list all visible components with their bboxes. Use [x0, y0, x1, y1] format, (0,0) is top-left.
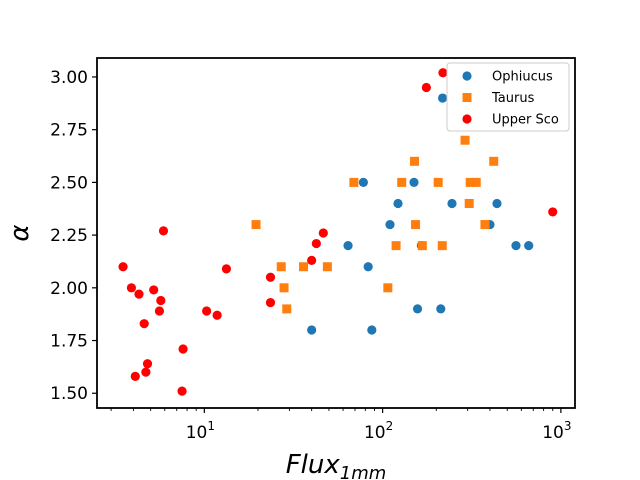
y-tick-label: 1.50	[50, 384, 88, 404]
data-point-taurus	[433, 177, 443, 187]
data-point-ophiucus	[492, 198, 502, 209]
y-tick-label: 2.00	[50, 279, 88, 299]
data-point-ophiucus	[447, 198, 457, 209]
data-point-ophiucus	[343, 241, 353, 251]
data-point-ophiucus	[437, 93, 448, 103]
data-point-upper-sco	[158, 226, 169, 236]
data-point-taurus	[251, 220, 261, 230]
data-point-upper-sco	[154, 306, 165, 316]
data-point-taurus	[480, 220, 490, 230]
data-point-taurus	[464, 198, 474, 208]
y-tick-label: 2.50	[50, 173, 88, 193]
data-point-ophiucus	[511, 241, 521, 251]
data-point-taurus	[397, 177, 407, 187]
data-point-upper-sco	[548, 207, 558, 217]
data-point-taurus	[322, 262, 332, 272]
data-point-upper-sco	[156, 295, 166, 306]
data-point-ophiucus	[363, 262, 373, 272]
data-point-taurus	[411, 220, 421, 230]
y-axis-ticks: 1.50 1.75 2.00 2.25 2.50 2.75 3.00	[50, 68, 97, 404]
x-axis-ticks: 101 102 103	[110, 408, 572, 443]
data-point-taurus	[299, 262, 309, 272]
legend-marker-upper-sco	[462, 114, 472, 124]
x-axis-title-subscript: 1mm	[340, 463, 387, 480]
data-point-taurus	[282, 304, 292, 314]
data-point-upper-sco	[177, 386, 187, 396]
legend-marker-taurus	[462, 93, 472, 102]
data-point-upper-sco	[265, 297, 276, 308]
data-point-upper-sco	[149, 285, 159, 295]
legend-label-ophiucus: Ophiucus	[492, 70, 553, 85]
data-point-upper-sco	[126, 283, 137, 293]
data-point-taurus	[460, 135, 470, 145]
legend-frame	[446, 62, 570, 132]
data-point-upper-sco	[141, 367, 151, 377]
data-point-upper-sco	[421, 82, 431, 93]
data-point-taurus	[410, 156, 420, 166]
data-point-upper-sco	[178, 344, 188, 354]
x-tick-label: 101	[186, 419, 215, 443]
data-point-upper-sco	[130, 371, 140, 381]
data-point-ophiucus	[436, 304, 446, 314]
x-axis-title: Flux1mm	[286, 450, 387, 480]
y-tick-label: 1.75	[50, 332, 88, 352]
data-points	[118, 68, 558, 396]
data-point-ophiucus	[358, 177, 368, 187]
plot-frame	[96, 57, 576, 409]
x-tick-label: 102	[364, 419, 393, 443]
data-point-taurus	[465, 177, 475, 187]
legend-label-upper-sco: Upper Sco	[492, 113, 559, 128]
data-point-upper-sco	[139, 319, 149, 329]
x-tick-label: 103	[542, 419, 571, 443]
data-point-upper-sco	[202, 306, 212, 316]
y-axis-title: α	[5, 224, 35, 241]
data-point-upper-sco	[134, 289, 144, 299]
data-point-ophiucus	[393, 198, 403, 209]
y-tick-label: 2.75	[50, 121, 88, 141]
data-point-ophiucus	[412, 304, 423, 314]
data-point-ophiucus	[307, 325, 317, 335]
data-point-taurus	[349, 177, 359, 187]
data-point-taurus	[417, 241, 427, 251]
data-point-upper-sco	[221, 264, 232, 274]
legend-marker-ophiucus	[462, 71, 472, 81]
data-point-upper-sco	[311, 238, 321, 249]
data-point-taurus	[437, 241, 447, 251]
x-axis-title-main: Flux	[286, 450, 341, 480]
data-point-ophiucus	[367, 325, 377, 335]
data-point-upper-sco	[318, 228, 328, 238]
data-point-taurus	[471, 177, 481, 187]
data-point-upper-sco	[118, 262, 128, 272]
data-point-taurus	[383, 283, 393, 293]
y-tick-label: 3.00	[50, 68, 88, 88]
data-point-upper-sco	[265, 272, 276, 282]
y-tick-label: 2.25	[50, 226, 88, 246]
data-point-taurus	[276, 262, 286, 272]
legend: Ophiucus Taurus Upper Sco	[446, 62, 570, 132]
data-point-ophiucus	[385, 219, 395, 230]
data-point-upper-sco	[142, 359, 153, 369]
data-point-upper-sco	[438, 68, 448, 78]
data-point-ophiucus	[524, 241, 534, 251]
data-point-ophiucus	[409, 177, 419, 187]
data-point-taurus	[279, 283, 289, 293]
legend-label-taurus: Taurus	[491, 91, 535, 106]
data-point-taurus	[489, 156, 499, 166]
data-point-upper-sco	[212, 310, 222, 320]
data-point-taurus	[391, 241, 401, 251]
data-point-upper-sco	[307, 255, 317, 266]
